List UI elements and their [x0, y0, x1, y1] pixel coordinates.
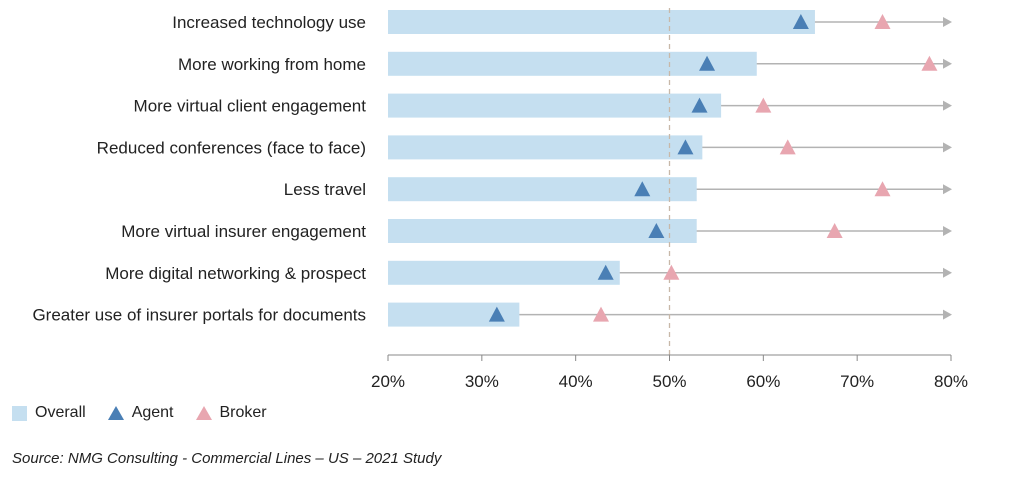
category-label: More virtual client engagement [134, 97, 367, 116]
legend-label-broker: Broker [219, 404, 267, 421]
bar-overall [388, 219, 697, 243]
x-tick-label: 80% [934, 372, 968, 391]
x-tick-label: 40% [559, 372, 593, 391]
range-arrowhead [943, 17, 952, 27]
marker-agent [597, 264, 614, 280]
legend: Overall Agent Broker [12, 404, 289, 422]
x-tick-label: 20% [371, 372, 405, 391]
marker-agent [488, 306, 505, 322]
range-arrowhead [943, 100, 952, 111]
marker-agent [699, 55, 716, 71]
legend-swatch-overall [12, 405, 27, 421]
x-tick-label: 70% [840, 372, 874, 391]
marker-broker [779, 139, 796, 155]
source-note: Source: NMG Consulting - Commercial Line… [12, 450, 442, 467]
marker-broker [755, 97, 772, 113]
range-arrowhead [943, 267, 952, 278]
marker-broker [593, 306, 610, 322]
bar-overall [388, 177, 697, 202]
range-arrowhead [943, 226, 952, 236]
legend-label-agent: Agent [131, 404, 174, 421]
category-label: Greater use of insurer portals for docum… [32, 306, 366, 325]
category-label: More working from home [178, 55, 366, 74]
marker-broker [921, 55, 938, 71]
x-tick-label: 50% [652, 372, 686, 391]
bar-overall [388, 260, 620, 285]
marker-agent [677, 139, 694, 155]
range-arrowhead [943, 58, 952, 69]
range-arrowhead [943, 309, 952, 320]
x-tick-label: 30% [465, 372, 499, 391]
legend-swatch-agent [107, 406, 124, 420]
range-arrowhead [943, 184, 952, 195]
marker-agent [792, 14, 809, 29]
category-label: Reduced conferences (face to face) [97, 138, 366, 157]
marker-agent [648, 223, 665, 238]
bar-overall [388, 135, 703, 160]
category-label: Increased technology use [172, 13, 366, 32]
bar-overall [388, 93, 722, 118]
legend-item-agent: Agent [107, 404, 174, 422]
chart-area: Increased technology use More working fro… [32, 8, 968, 391]
category-label: More digital networking & prospect [105, 264, 366, 283]
marker-broker [826, 223, 843, 238]
legend-label-overall: Overall [35, 404, 86, 421]
legend-swatch-broker [195, 406, 212, 420]
marker-broker [663, 264, 680, 280]
marker-broker [874, 14, 891, 29]
bar-overall [388, 10, 815, 34]
range-arrowhead [943, 142, 952, 153]
legend-item-overall: Overall [12, 404, 86, 422]
category-label: More virtual insurer engagement [121, 222, 366, 241]
marker-agent [634, 181, 651, 197]
category-label: Less travel [284, 180, 366, 199]
marker-broker [874, 181, 891, 197]
x-tick-label: 60% [746, 372, 780, 391]
marker-agent [691, 97, 708, 113]
legend-item-broker: Broker [195, 404, 267, 422]
bar-overall [388, 51, 757, 76]
